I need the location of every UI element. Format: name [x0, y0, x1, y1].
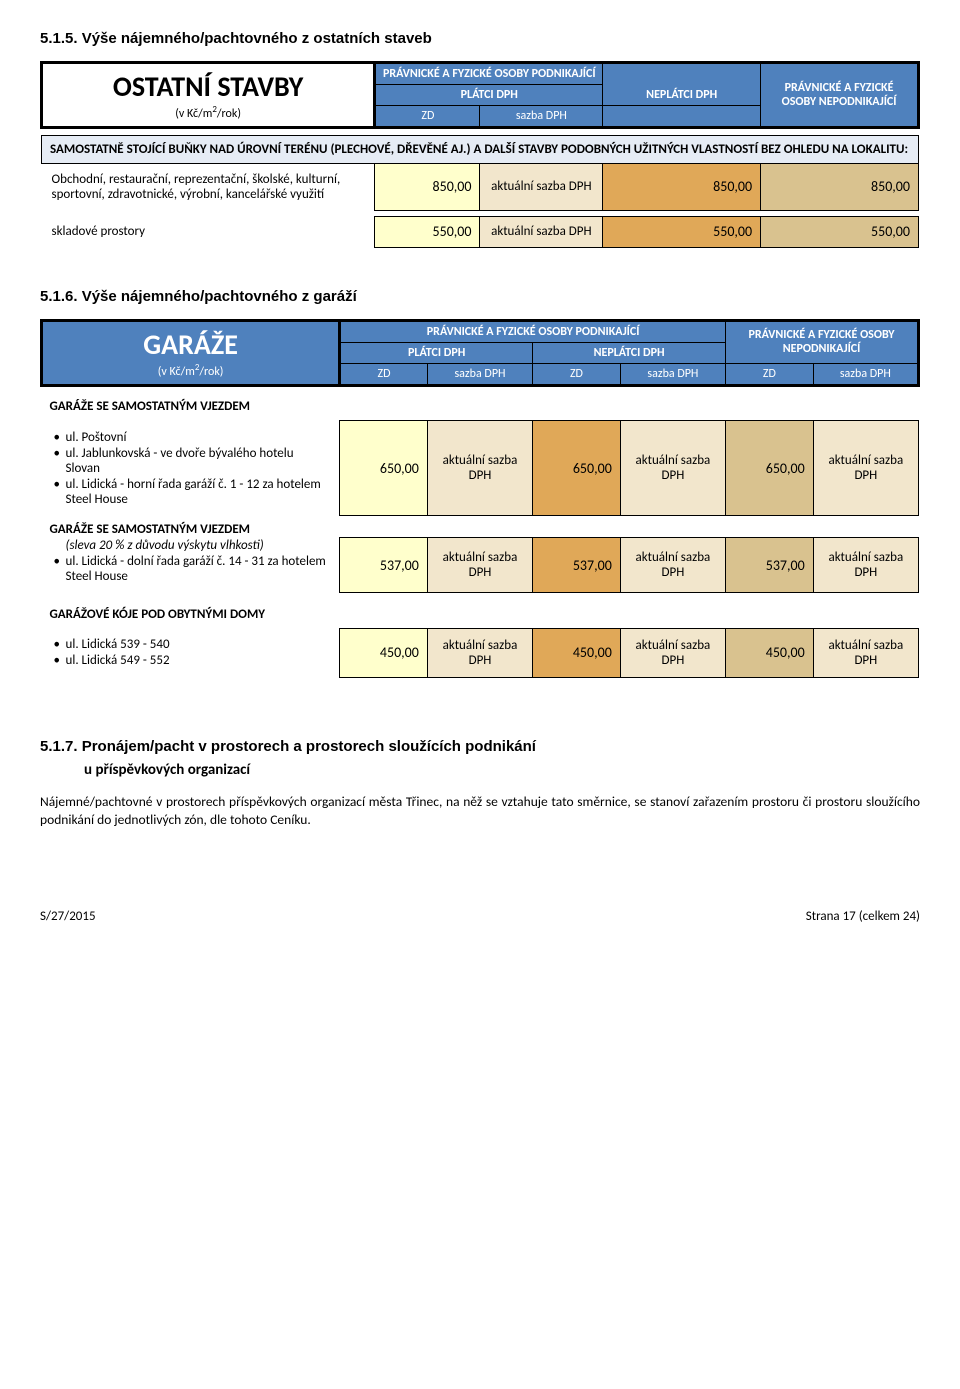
col-head: sazba DPH — [480, 106, 603, 128]
category-band: SAMOSTATNĚ STOJÍCÍ BUŇKY NAD ÚROVNÍ TERÉ… — [42, 136, 919, 164]
col-head: ZD — [533, 363, 621, 385]
table-unit: (v Kč/m2/rok) — [44, 104, 372, 121]
col-head: PRÁVNICKÉ A FYZICKÉ OSOBY PODNIKAJÍCÍ — [340, 320, 726, 342]
cell-neplatci: 850,00 — [603, 164, 761, 211]
cell-sazba: aktuální sazba DPH — [813, 628, 918, 677]
cell-zd: 450,00 — [726, 628, 814, 677]
table-ostatni-stavby: OSTATNÍ STAVBY (v Kč/m2/rok) PRÁVNICKÉ A… — [40, 61, 920, 248]
cell-zd: 537,00 — [340, 538, 428, 593]
table-unit: (v Kč/m2/rok) — [44, 362, 337, 379]
row-label: skladové prostory — [42, 216, 375, 247]
cell-nepodnik: 850,00 — [761, 164, 919, 211]
list-item: ul. Lidická 549 - 552 — [52, 653, 330, 668]
cell-zd: 650,00 — [533, 421, 621, 516]
page-footer: S/27/2015 Strana 17 (celkem 24) — [40, 909, 920, 924]
cell-sazba: aktuální sazba DPH — [620, 421, 725, 516]
col-head: NEPLÁTCI DPH — [533, 342, 726, 363]
col-head: PRÁVNICKÉ A FYZICKÉ OSOBY NEPODNIKAJÍCÍ — [726, 320, 919, 363]
cell-sazba: aktuální sazba DPH — [480, 164, 603, 211]
cell-sazba: aktuální sazba DPH — [427, 628, 532, 677]
col-head — [603, 106, 761, 128]
cell-zd: 537,00 — [533, 538, 621, 593]
category-band: GARÁŽE SE SAMOSTATNÝM VJEZDEM — [42, 516, 919, 538]
col-head: sazba DPH — [620, 363, 725, 385]
col-head: ZD — [726, 363, 814, 385]
cell-sazba: aktuální sazba DPH — [427, 538, 532, 593]
list-item: ul. Lidická 539 - 540 — [52, 637, 330, 652]
section-subheading: u příspěvkových organizací — [84, 761, 920, 779]
cell-zd: 550,00 — [375, 216, 480, 247]
col-head: PRÁVNICKÉ A FYZICKÉ OSOBY PODNIKAJÍCÍ — [375, 63, 603, 85]
section-heading: 5.1.5. Výše nájemného/pachtovného z osta… — [40, 30, 920, 47]
cell-sazba: aktuální sazba DPH — [620, 628, 725, 677]
category-band: GARÁŽE SE SAMOSTATNÝM VJEZDEM — [42, 393, 919, 421]
col-head: sazba DPH — [427, 363, 532, 385]
row-label: Obchodní, restaurační, reprezentační, šk… — [42, 164, 375, 211]
table-title: GARÁŽE — [44, 327, 337, 362]
category-band: GARÁŽOVÉ KÓJE POD OBYTNÝMI DOMY — [42, 601, 919, 629]
cell-zd: 650,00 — [340, 421, 428, 516]
list-item: ul. Poštovní — [52, 430, 330, 445]
note-text: (sleva 20 % z důvodu výskytu vlhkosti) — [52, 538, 330, 553]
list-item: ul. Lidická - dolní řada garáží č. 14 - … — [52, 554, 330, 584]
col-head: PLÁTCI DPH — [375, 85, 603, 106]
cell-zd: 450,00 — [340, 628, 428, 677]
cell-zd: 850,00 — [375, 164, 480, 211]
cell-zd: 537,00 — [726, 538, 814, 593]
cell-sazba: aktuální sazba DPH — [813, 421, 918, 516]
col-head: ZD — [340, 363, 428, 385]
table-garaze: GARÁŽE (v Kč/m2/rok) PRÁVNICKÉ A FYZICKÉ… — [40, 319, 920, 678]
cell-sazba: aktuální sazba DPH — [620, 538, 725, 593]
list-item: ul. Lidická - horní řada garáží č. 1 - 1… — [52, 477, 330, 507]
cell-sazba: aktuální sazba DPH — [427, 421, 532, 516]
col-head: ZD — [375, 106, 480, 128]
section-heading: 5.1.7. Pronájem/pacht v prostorech a pro… — [40, 738, 920, 755]
col-head: PRÁVNICKÉ A FYZICKÉ OSOBY NEPODNIKAJÍCÍ — [761, 63, 919, 128]
cell-zd: 450,00 — [533, 628, 621, 677]
list-item: ul. Jablunkovská - ve dvoře bývalého hot… — [52, 446, 330, 476]
cell-nepodnik: 550,00 — [761, 216, 919, 247]
cell-zd: 650,00 — [726, 421, 814, 516]
section-heading: 5.1.6. Výše nájemného/pachtovného z gará… — [40, 288, 920, 305]
cell-sazba: aktuální sazba DPH — [480, 216, 603, 247]
col-head: PLÁTCI DPH — [340, 342, 533, 363]
paragraph: Nájemné/pachtovné v prostorech příspěvko… — [40, 793, 920, 829]
cell-sazba: aktuální sazba DPH — [813, 538, 918, 593]
footer-right: Strana 17 (celkem 24) — [806, 909, 920, 924]
col-head: NEPLÁTCI DPH — [603, 63, 761, 106]
footer-left: S/27/2015 — [40, 909, 96, 924]
table-title: OSTATNÍ STAVBY — [44, 69, 372, 104]
col-head: sazba DPH — [813, 363, 918, 385]
cell-neplatci: 550,00 — [603, 216, 761, 247]
